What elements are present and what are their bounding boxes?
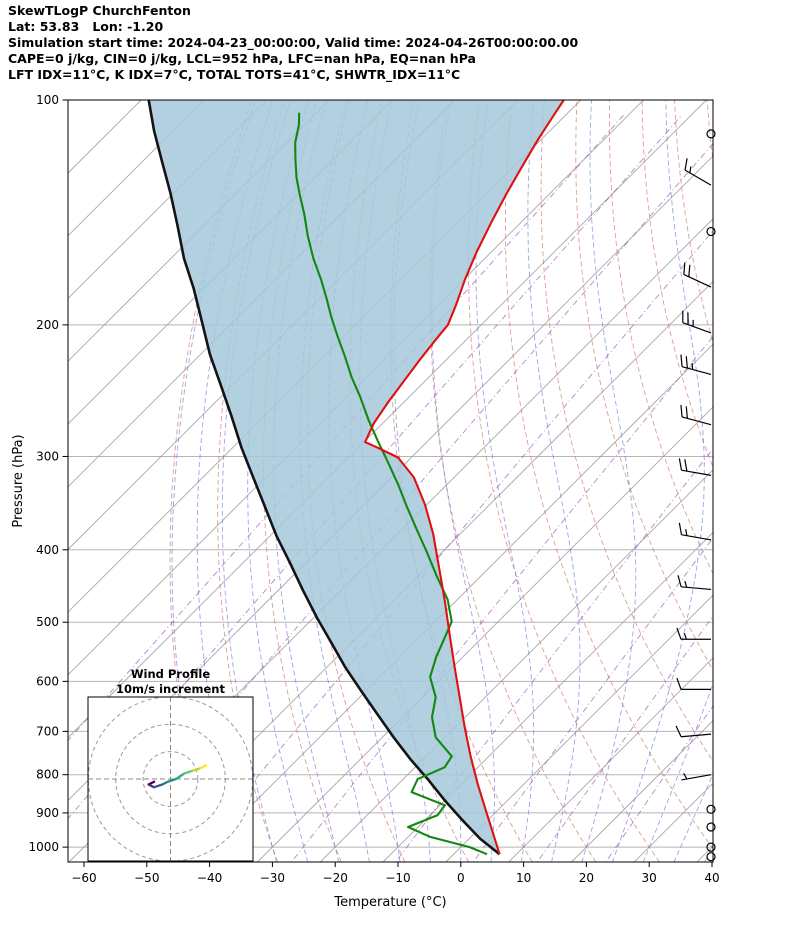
- parcel-curve: [147, 100, 501, 856]
- hodograph-ring: [142, 751, 199, 807]
- header-line-5: LFT IDX=11°C, K IDX=7°C, TOTAL TOTS=41°C…: [8, 67, 461, 82]
- wind-barb: [677, 575, 712, 591]
- calm-circle: [706, 842, 716, 852]
- calm-circle: [706, 804, 716, 814]
- x-axis-label: Temperature (°C): [333, 895, 446, 910]
- calm-circle: [706, 226, 716, 237]
- y-tick-label: 200: [36, 318, 59, 332]
- y-axis-label: Pressure (hPa): [11, 434, 26, 527]
- temperature-curve: [364, 100, 565, 855]
- x-tick-label: −20: [323, 871, 348, 885]
- y-tick-label: 400: [36, 543, 59, 557]
- x-tick-label: −50: [134, 871, 159, 885]
- x-tick-label: 10: [516, 871, 531, 885]
- wind-barb: [678, 458, 712, 476]
- x-tick-label: 20: [579, 871, 594, 885]
- x-tick-label: 40: [704, 871, 719, 885]
- wind-barbs: [675, 129, 716, 862]
- header-line-4: CAPE=0 j/kg, CIN=0 j/kg, LCL=952 hPa, LF…: [8, 51, 476, 66]
- wind-barb: [676, 627, 711, 640]
- header-line-1: SkewTLogP ChurchFenton: [8, 3, 191, 18]
- hodograph-trace: [152, 783, 164, 789]
- calm-circle: [706, 129, 716, 139]
- x-tick-label: −60: [71, 871, 96, 885]
- cin-shaded-area: [148, 100, 564, 855]
- dewpoint-curve: [294, 112, 488, 856]
- x-tick-label: 30: [642, 871, 657, 885]
- wind-barb: [678, 522, 712, 541]
- y-tick-label: 800: [36, 768, 59, 782]
- hodograph-trace: [166, 777, 178, 783]
- hodograph-trace: [174, 772, 186, 781]
- wind-barb: [682, 310, 712, 334]
- wind-barb: [681, 773, 712, 781]
- calm-circle: [706, 822, 716, 832]
- hodograph-trace: [199, 764, 208, 770]
- wind-barb: [675, 725, 712, 738]
- hodograph-title: Wind Profile: [131, 667, 211, 681]
- y-axis-ticks: 100 200 300 400 500 600 700 800 900 1000: [28, 93, 68, 854]
- hodograph-trace: [191, 766, 202, 772]
- x-tick-label: −30: [260, 871, 285, 885]
- y-tick-label: 300: [36, 449, 59, 463]
- y-tick-label: 100: [36, 93, 59, 107]
- y-tick-label: 700: [36, 724, 59, 738]
- wind-barb: [680, 354, 712, 376]
- x-tick-label: −40: [197, 871, 222, 885]
- x-tick-label: −10: [385, 871, 410, 885]
- wind-barb: [676, 677, 711, 690]
- y-tick-label: 600: [36, 674, 59, 688]
- wind-barb: [683, 262, 712, 288]
- hodograph-subtitle: 10m/s increment: [116, 682, 225, 696]
- plot-frame: [67, 99, 714, 863]
- header-line-3: Simulation start time: 2024-04-23_00:00:…: [8, 35, 579, 50]
- x-axis-ticks: −60 −50 −40 −30 −20 −10 0 10 20 30 40: [71, 862, 720, 885]
- header-line-2: Lat: 53.83 Lon: -1.20: [8, 19, 164, 34]
- y-tick-label: 1000: [28, 840, 59, 854]
- y-tick-label: 900: [36, 806, 59, 820]
- wind-barb: [684, 158, 712, 186]
- y-tick-label: 500: [36, 615, 59, 629]
- calm-circle: [706, 852, 716, 862]
- wind-barb: [680, 404, 712, 426]
- hodograph-trace: [183, 769, 194, 775]
- x-tick-label: 0: [457, 871, 465, 885]
